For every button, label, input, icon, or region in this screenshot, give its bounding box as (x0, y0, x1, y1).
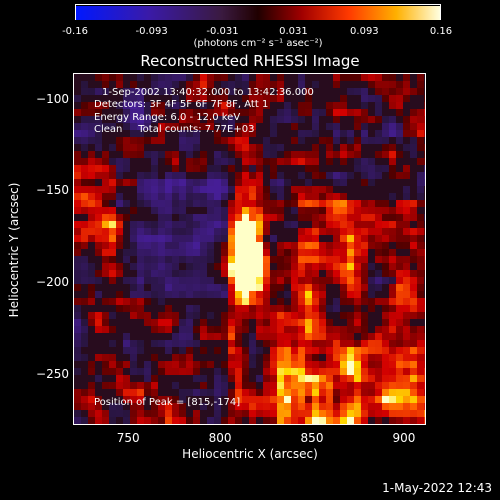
colorbar-tick-label: -0.093 (135, 26, 168, 37)
y-tick-label: −200 (36, 275, 69, 289)
colorbar-tick-label: -0.16 (62, 26, 88, 37)
clean-counts-text: Clean Total counts: 7.77E+03 (94, 124, 255, 135)
colorbar-units: (photons cm⁻² s⁻¹ asec⁻²) (193, 38, 323, 49)
y-axis-label: Heliocentric Y (arcsec) (7, 182, 21, 318)
rhessi-image (73, 73, 426, 425)
y-tick-label: −100 (36, 91, 69, 106)
footer-timestamp: 1-May-2022 12:43 (382, 481, 492, 495)
energy-range-text: Energy Range: 6.0 - 12.0 keV (94, 112, 241, 123)
colorbar-tick-label: -0.031 (206, 26, 239, 37)
colorbar-tick-label: 0.031 (279, 26, 308, 37)
y-tick-label: −250 (36, 366, 69, 381)
image-title: Reconstructed RHESSI Image (140, 52, 360, 70)
x-tick-label: 800 (208, 431, 232, 445)
image-heatmap (74, 74, 425, 424)
peak-position-text: Position of Peak = [815,-174] (94, 397, 241, 408)
x-tick-label: 900 (392, 431, 416, 445)
x-tick-label: 850 (300, 431, 324, 445)
y-tick-label: −150 (36, 183, 69, 198)
colorbar-tick-label: 0.093 (350, 26, 379, 37)
colorbar-tick-label: 0.16 (429, 26, 453, 37)
detectors-text: Detectors: 3F 4F 5F 6F 7F 8F, Att 1 (94, 99, 269, 110)
colorbar (75, 4, 441, 20)
x-axis-label: Heliocentric X (arcsec) (182, 447, 318, 461)
x-tick-label: 750 (116, 431, 140, 445)
time-range-text: 1-Sep-2002 13:40:32.000 to 13:42:36.000 (102, 87, 314, 98)
colorbar-gradient (76, 6, 440, 20)
